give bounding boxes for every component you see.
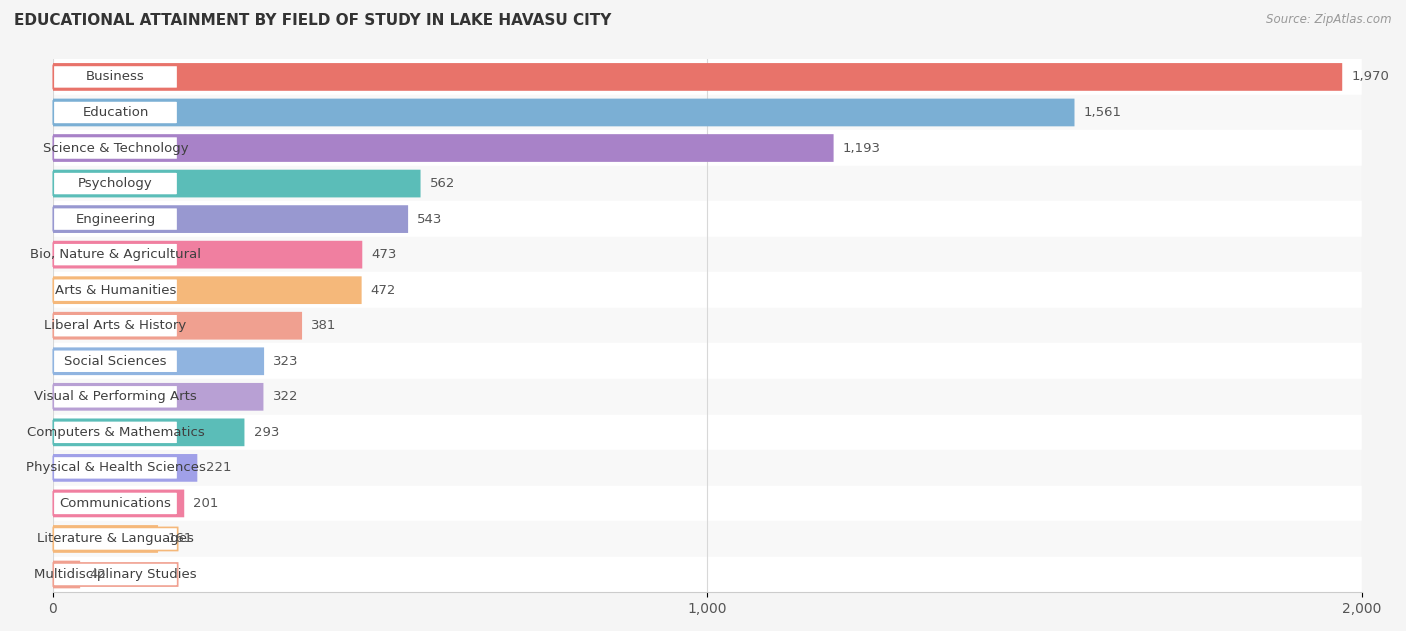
Bar [52, 59, 1362, 95]
FancyBboxPatch shape [53, 421, 177, 444]
Text: Psychology: Psychology [79, 177, 153, 190]
Bar [52, 166, 1362, 201]
Bar [52, 486, 1362, 521]
FancyBboxPatch shape [53, 279, 177, 302]
Bar [52, 415, 1362, 450]
FancyBboxPatch shape [53, 350, 177, 373]
Text: Business: Business [86, 71, 145, 83]
FancyBboxPatch shape [53, 136, 177, 160]
Text: 1,193: 1,193 [842, 141, 880, 155]
Text: Liberal Arts & History: Liberal Arts & History [45, 319, 187, 333]
Text: 221: 221 [207, 461, 232, 475]
Text: 473: 473 [371, 248, 396, 261]
FancyBboxPatch shape [53, 208, 177, 231]
FancyBboxPatch shape [52, 98, 1074, 126]
Text: Science & Technology: Science & Technology [42, 141, 188, 155]
FancyBboxPatch shape [53, 314, 177, 338]
Bar [52, 450, 1362, 486]
Bar [52, 557, 1362, 593]
Bar [52, 343, 1362, 379]
Text: Computers & Mathematics: Computers & Mathematics [27, 426, 204, 439]
FancyBboxPatch shape [53, 66, 177, 88]
Text: 293: 293 [253, 426, 278, 439]
Text: 201: 201 [194, 497, 219, 510]
Text: Engineering: Engineering [76, 213, 156, 226]
Text: 562: 562 [430, 177, 456, 190]
Text: 543: 543 [418, 213, 443, 226]
FancyBboxPatch shape [52, 134, 834, 162]
Bar [52, 130, 1362, 166]
FancyBboxPatch shape [52, 63, 1343, 91]
Text: Literature & Languages: Literature & Languages [37, 533, 194, 545]
Bar [52, 521, 1362, 557]
FancyBboxPatch shape [52, 454, 197, 481]
Text: 322: 322 [273, 391, 298, 403]
Text: Arts & Humanities: Arts & Humanities [55, 284, 176, 297]
Text: 1,970: 1,970 [1351, 71, 1389, 83]
Bar [52, 237, 1362, 273]
Bar [52, 379, 1362, 415]
FancyBboxPatch shape [53, 243, 177, 266]
FancyBboxPatch shape [52, 490, 184, 517]
Text: Education: Education [83, 106, 149, 119]
Text: 161: 161 [167, 533, 193, 545]
Text: Visual & Performing Arts: Visual & Performing Arts [34, 391, 197, 403]
FancyBboxPatch shape [53, 456, 177, 480]
FancyBboxPatch shape [53, 528, 177, 550]
Text: Multidisciplinary Studies: Multidisciplinary Studies [34, 568, 197, 581]
FancyBboxPatch shape [53, 492, 177, 515]
FancyBboxPatch shape [52, 348, 264, 375]
Bar [52, 308, 1362, 343]
Bar [52, 273, 1362, 308]
FancyBboxPatch shape [52, 561, 80, 588]
Text: 381: 381 [311, 319, 336, 333]
FancyBboxPatch shape [52, 170, 420, 198]
FancyBboxPatch shape [52, 241, 363, 269]
Text: Source: ZipAtlas.com: Source: ZipAtlas.com [1267, 13, 1392, 26]
FancyBboxPatch shape [53, 172, 177, 195]
Text: Social Sciences: Social Sciences [65, 355, 167, 368]
Text: Bio, Nature & Agricultural: Bio, Nature & Agricultural [30, 248, 201, 261]
Text: 472: 472 [371, 284, 396, 297]
FancyBboxPatch shape [52, 312, 302, 339]
FancyBboxPatch shape [52, 525, 157, 553]
FancyBboxPatch shape [52, 205, 408, 233]
FancyBboxPatch shape [53, 563, 177, 586]
FancyBboxPatch shape [52, 276, 361, 304]
Text: 323: 323 [273, 355, 298, 368]
FancyBboxPatch shape [52, 418, 245, 446]
Text: Physical & Health Sciences: Physical & Health Sciences [25, 461, 205, 475]
Text: 42: 42 [90, 568, 107, 581]
Text: EDUCATIONAL ATTAINMENT BY FIELD OF STUDY IN LAKE HAVASU CITY: EDUCATIONAL ATTAINMENT BY FIELD OF STUDY… [14, 13, 612, 28]
Text: 1,561: 1,561 [1084, 106, 1122, 119]
FancyBboxPatch shape [53, 101, 177, 124]
Text: Communications: Communications [59, 497, 172, 510]
Bar [52, 95, 1362, 130]
FancyBboxPatch shape [53, 386, 177, 408]
FancyBboxPatch shape [52, 383, 263, 411]
Bar [52, 201, 1362, 237]
